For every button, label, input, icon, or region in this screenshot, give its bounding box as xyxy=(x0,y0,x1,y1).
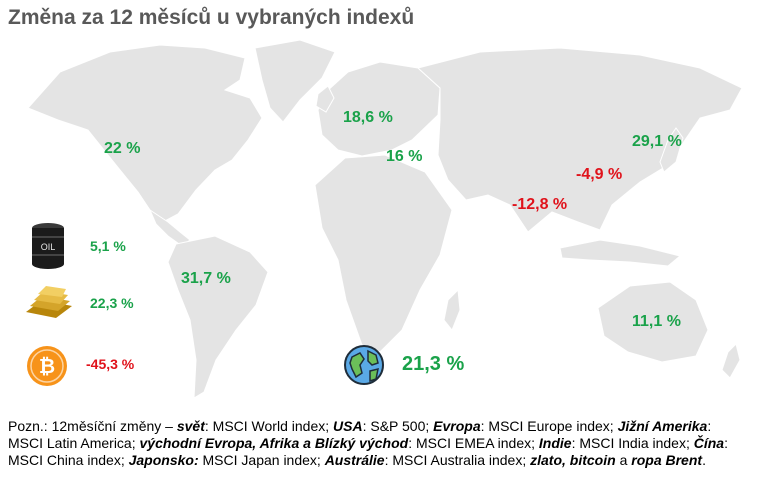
gold-bars-icon xyxy=(26,286,72,318)
uk-shape xyxy=(315,85,335,113)
value-gold: 22,3 % xyxy=(90,295,134,311)
world-map xyxy=(27,39,743,399)
value-bitcoin: -45,3 % xyxy=(86,356,135,372)
africa-shape xyxy=(314,154,453,353)
value-emea: 16 % xyxy=(386,148,423,165)
japan-shape xyxy=(659,127,684,173)
south-america-shape xyxy=(167,235,269,399)
value-cina: -4,9 % xyxy=(576,166,623,183)
bitcoin-symbol: ₿ xyxy=(39,354,55,378)
value-evropa: 18,6 % xyxy=(343,109,393,126)
new-zealand-shape xyxy=(721,343,741,379)
greenland-shape xyxy=(254,39,336,123)
value-usa: 22 % xyxy=(104,140,141,157)
globe-icon xyxy=(344,345,384,385)
north-america-shape xyxy=(27,44,263,223)
map-title: Změna za 12 měsíců u vybraných indexů xyxy=(8,6,415,29)
australia-shape xyxy=(597,281,709,363)
oil-barrel-icon: OIL xyxy=(32,223,64,269)
madagascar-shape xyxy=(443,288,461,331)
value-indie: -12,8 % xyxy=(512,196,568,213)
value-australie: 11,1 % xyxy=(632,313,681,330)
value-japonsko: 29,1 % xyxy=(632,133,682,150)
footnote: Pozn.: 12měsíční změny – svět: MSCI Worl… xyxy=(8,418,728,468)
europe-shape xyxy=(317,61,441,157)
oil-label: OIL xyxy=(41,242,56,252)
bitcoin-icon: ₿ xyxy=(27,346,67,386)
value-latam: 31,7 % xyxy=(181,270,231,287)
asia-shape xyxy=(416,47,743,233)
value-oil: 5,1 % xyxy=(90,238,126,254)
indonesia-shape xyxy=(559,239,682,267)
value-svet: 21,3 % xyxy=(402,353,465,375)
